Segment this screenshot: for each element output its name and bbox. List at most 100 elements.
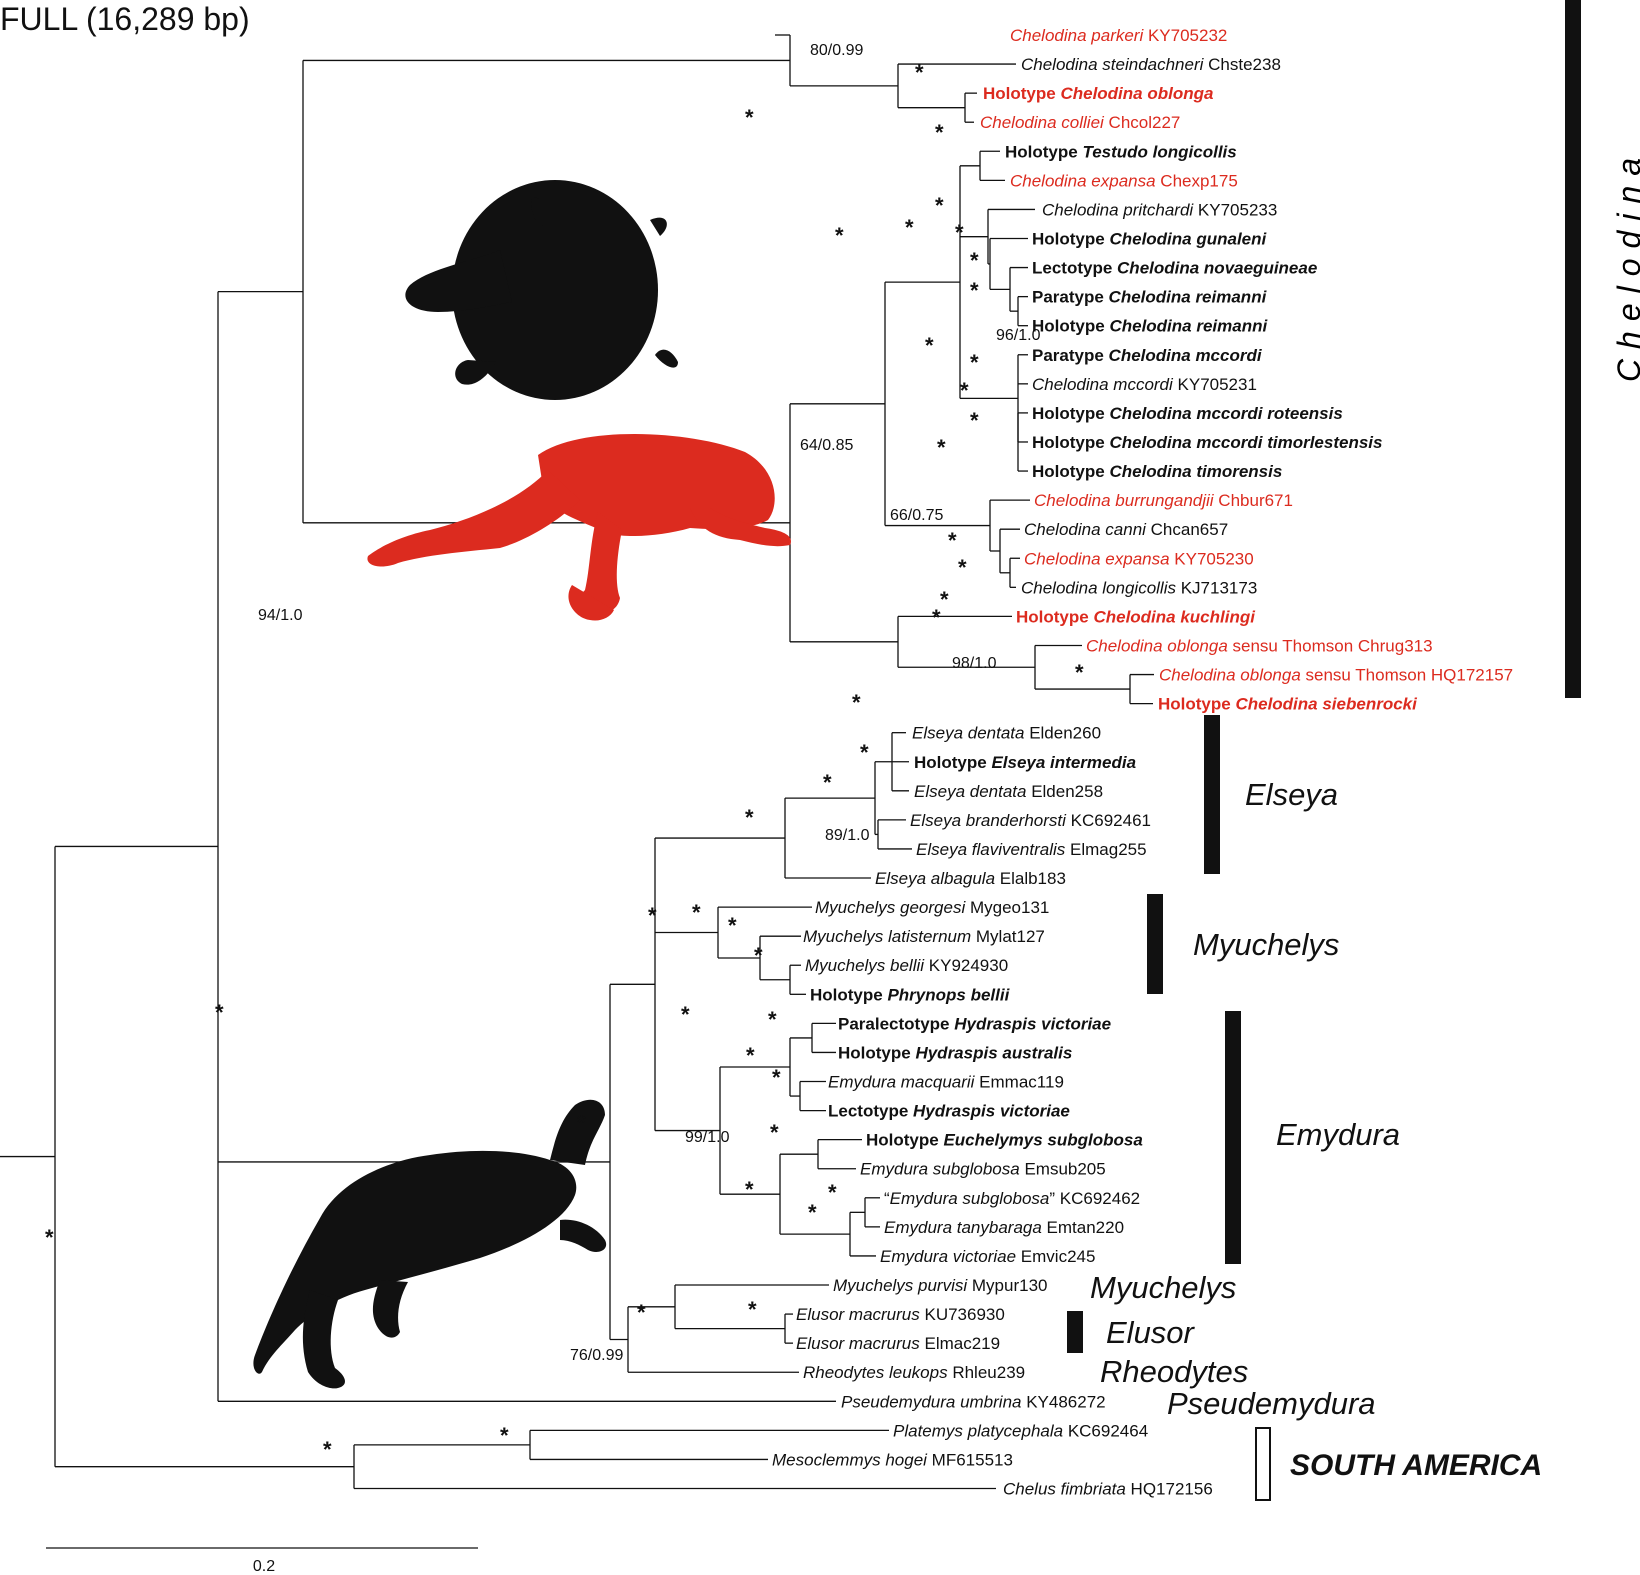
tip-label: Holotype Chelodina mccordi timorlestensi…: [1032, 433, 1382, 452]
tip-label: Holotype Elseya intermedia: [914, 753, 1136, 772]
clade-bar: [1147, 894, 1163, 994]
support-star: *: [948, 528, 957, 553]
support-star: *: [823, 770, 832, 795]
support-star: *: [860, 740, 869, 765]
tip-label: Holotype Chelodina gunaleni: [1032, 229, 1268, 248]
tip-label: Paratype Chelodina mccordi: [1032, 346, 1263, 365]
clade-labels: Elseya Myuchelys Emydura Myuchelys Elusor Rhe…: [1090, 777, 1542, 1482]
turtle-silhouettes: [253, 180, 791, 1389]
tip-label: Platemys platycephala KC692464: [893, 1421, 1148, 1440]
tip-label: Rheodytes leukops Rhleu239: [803, 1363, 1025, 1382]
tip-label: Elseya flaviventralis Elmag255: [916, 840, 1147, 859]
tip-label: Holotype Chelodina reimanni: [1032, 317, 1268, 336]
clade-bar: [1067, 1311, 1083, 1353]
tip-label: Elusor macrurus Elmac219: [796, 1334, 1000, 1353]
support-star: *: [770, 1120, 779, 1145]
support-star: *: [940, 587, 949, 612]
support-star: *: [970, 278, 979, 303]
support-star: *: [970, 248, 979, 273]
tip-label: Emydura tanybaraga Emtan220: [884, 1218, 1124, 1237]
tip-label: Chelodina burrungandjii Chbur671: [1034, 491, 1293, 510]
tip-label: Chelodina oblonga sensu Thomson Chrug313: [1086, 636, 1433, 655]
support-value: 94/1.0: [258, 607, 303, 624]
support-star: *: [681, 1002, 690, 1027]
tip-label: Myuchelys georgesi Mygeo131: [815, 898, 1049, 917]
tip-label: Paratype Chelodina reimanni: [1032, 288, 1268, 307]
support-value: 89/1.0: [825, 827, 870, 844]
scale-bar-label: 0.2: [253, 1558, 275, 1575]
support-value: 96/1.0: [996, 327, 1041, 344]
support-star: *: [692, 900, 701, 925]
support-value: 66/0.75: [890, 507, 943, 524]
support-star: *: [746, 1043, 755, 1068]
support-star: *: [835, 223, 844, 248]
tip-label: Mesoclemmys hogei MF615513: [772, 1450, 1013, 1469]
support-star: *: [754, 943, 763, 968]
support-star: *: [905, 215, 914, 240]
support-star: *: [808, 1200, 817, 1225]
tip-label: Myuchelys purvisi Mypur130: [833, 1276, 1047, 1295]
support-star: *: [915, 60, 924, 85]
clade-bar: [1565, 0, 1581, 698]
support-star: *: [500, 1423, 509, 1448]
support-star: *: [323, 1437, 332, 1462]
clade-label: Elusor: [1106, 1315, 1196, 1350]
tip-label: Holotype Euchelymys subglobosa: [866, 1131, 1143, 1150]
tip-label: Chelodina colliei Chcol227: [980, 113, 1180, 132]
support-star: *: [852, 690, 861, 715]
tip-label: Holotype Chelodina mccordi roteensis: [1032, 404, 1343, 423]
support-value: 99/1.0: [685, 1129, 730, 1146]
tip-label: Chelodina mccordi KY705231: [1032, 375, 1257, 394]
tip-label: Emydura subglobosa Emsub205: [860, 1160, 1106, 1179]
tip-label: Emydura victoriae Emvic245: [880, 1247, 1095, 1266]
support-star: *: [960, 378, 969, 403]
support-star: *: [45, 1225, 54, 1250]
support-star: *: [772, 1065, 781, 1090]
support-star: *: [728, 913, 737, 938]
clade-label: Emydura: [1276, 1117, 1400, 1152]
tip-label: “Emydura subglobosa” KC692462: [884, 1189, 1140, 1208]
tip-label: Chelodina pritchardi KY705233: [1042, 200, 1277, 219]
tree-branches: [0, 34, 1154, 1490]
tip-label: Holotype Testudo longicollis: [1005, 142, 1237, 161]
support-star: *: [577, 1110, 586, 1135]
clade-label: Myuchelys: [1090, 1270, 1236, 1305]
support-value: 98/1.0: [952, 655, 997, 672]
support-star: *: [648, 903, 657, 928]
tip-label: Elseya dentata Elden258: [914, 782, 1103, 801]
support-star: *: [970, 350, 979, 375]
support-star: *: [958, 555, 967, 580]
tip-label: Holotype Chelodina siebenrocki: [1158, 695, 1418, 714]
tip-label: Elseya branderhorsti KC692461: [910, 811, 1151, 830]
clade-bar: [1225, 1011, 1241, 1264]
support-star: *: [768, 1007, 777, 1032]
clade-label: Elseya: [1245, 777, 1338, 812]
support-star: *: [932, 605, 941, 630]
tip-label: Chelodina oblonga sensu Thomson HQ172157: [1159, 666, 1513, 685]
tip-label: Chelodina expansa Chexp175: [1010, 171, 1238, 190]
support-star: *: [637, 1300, 646, 1325]
support-star: *: [745, 105, 754, 130]
tip-label: Holotype Chelodina kuchlingi: [1016, 607, 1256, 626]
tip-label: Myuchelys bellii KY924930: [805, 956, 1008, 975]
support-star: *: [937, 435, 946, 460]
support-value: 64/0.85: [800, 437, 853, 454]
clade-label: Pseudemydura: [1167, 1386, 1376, 1421]
tip-label: Lectotype Chelodina novaeguineae: [1032, 259, 1317, 278]
support-value: 76/0.99: [570, 1347, 623, 1364]
tip-label: Emydura macquarii Emmac119: [828, 1073, 1064, 1092]
support-star: *: [215, 1000, 224, 1025]
support-star: *: [828, 1180, 837, 1205]
support-star: *: [745, 1177, 754, 1202]
tip-label: Holotype Chelodina oblonga: [983, 84, 1213, 103]
clade-label: Myuchelys: [1193, 927, 1339, 962]
tip-label: Chelus fimbriata HQ172156: [1003, 1480, 1213, 1499]
tip-label: Chelodina canni Chcan657: [1024, 520, 1228, 539]
tip-label: Holotype Chelodina timorensis: [1032, 462, 1282, 481]
tip-label: Elseya dentata Elden260: [912, 724, 1101, 743]
scale-bar: 0.2: [46, 1547, 478, 1575]
figure-title: FULL (16,289 bp): [0, 1, 250, 37]
clade-label-chelodina: Chelodina: [1611, 148, 1640, 382]
